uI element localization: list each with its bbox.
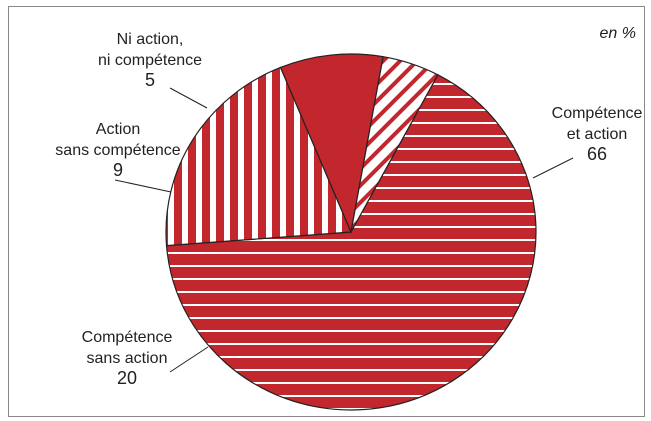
pie-slice-1	[165, 74, 537, 411]
slice-label-line: ni compétence	[98, 52, 202, 69]
slice-value: 66	[587, 144, 607, 164]
pie-slice-2	[165, 66, 352, 247]
leader-line-3	[114, 179, 172, 193]
slice-value: 9	[113, 160, 123, 180]
leader-line-2	[169, 346, 209, 373]
unit-label: en %	[600, 25, 636, 42]
leader-line-1	[532, 157, 574, 179]
slice-label-line: Compétence	[82, 329, 173, 346]
leader-line-4	[169, 87, 208, 109]
slice-label-line: sans compétence	[55, 142, 181, 159]
slice-label-3: Action sans compétence 9	[55, 121, 181, 180]
slice-label-line: Ni action,	[117, 31, 184, 48]
slice-value: 20	[117, 368, 137, 388]
slice-value: 5	[145, 70, 155, 90]
leader-lines	[114, 87, 574, 373]
slice-label-2: Compétence sans action 20	[82, 329, 173, 388]
pie-slices	[165, 53, 537, 411]
pie-slice-4	[350, 56, 439, 233]
slice-label-line: Compétence	[552, 105, 643, 122]
slice-labels: Compétence et action 66 Compétence sans acti…	[55, 31, 642, 388]
pie-slice-3	[279, 53, 384, 235]
slice-label-line: Action	[96, 121, 140, 138]
slice-label-1: Compétence et action 66	[552, 105, 643, 164]
slice-label-4: Ni action, ni compétence 5	[98, 31, 202, 90]
slice-label-line: sans action	[87, 350, 168, 367]
slice-label-line: et action	[567, 126, 627, 143]
